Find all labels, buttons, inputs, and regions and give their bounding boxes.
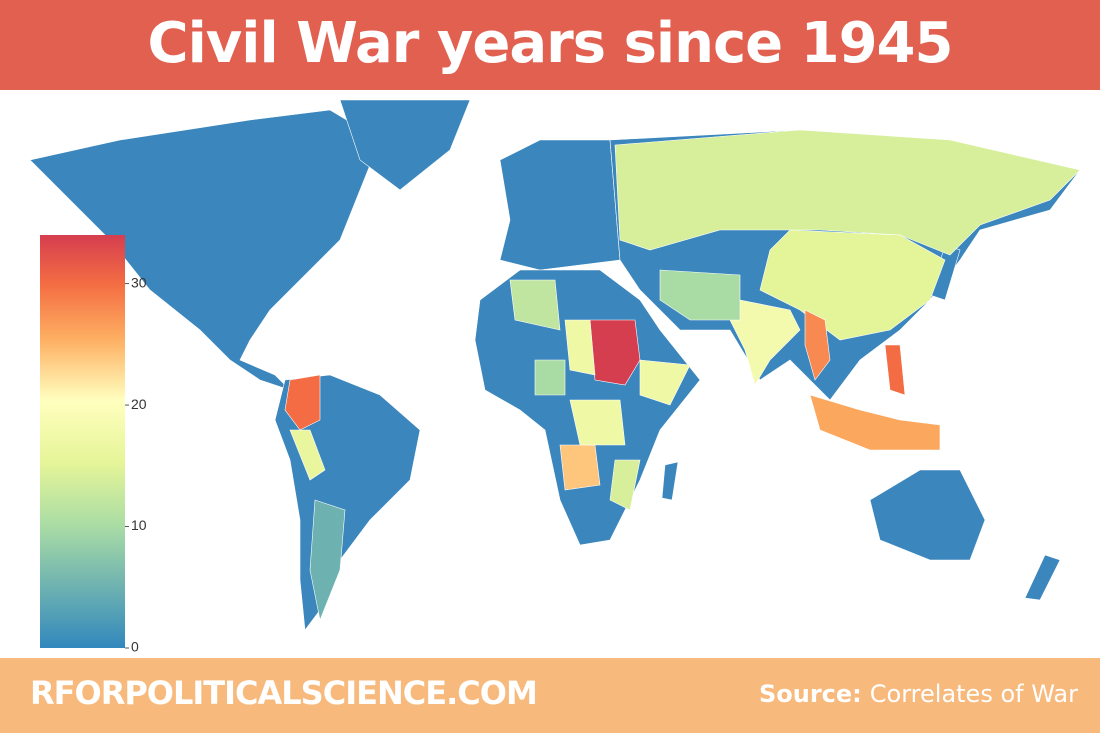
landmass [661,461,679,501]
country [564,319,596,376]
country [884,344,906,396]
source-label: Source: [758,680,862,708]
site-name: RFORPOLITICALSCIENCE.COM [30,674,538,712]
source: Source: Correlates of War [759,680,1078,708]
country [569,399,626,446]
country [509,279,561,331]
landmass [869,469,986,561]
colorbar [40,235,125,648]
country [659,269,741,321]
landmass [499,139,621,271]
title: Civil War years since 1945 [0,0,1100,90]
footer: RFORPOLITICALSCIENCE.COM Source: Correlat… [0,658,1100,733]
landmass [1024,554,1061,601]
country [639,359,691,406]
country [284,374,321,431]
country [559,444,601,491]
colorbar-tick-label: 20 [131,396,147,412]
country [729,299,801,386]
country [809,394,941,451]
country [534,359,566,396]
source-text: Correlates of War [869,680,1078,708]
country [289,429,326,481]
country [309,499,346,622]
colorbar-tick-label: 10 [131,517,147,533]
colorbar-tick-label: 0 [131,639,139,655]
landmass [339,99,471,191]
colorbar-tick-label: 30 [131,274,147,290]
country [609,459,641,511]
landmass [29,109,381,391]
country [614,129,1081,256]
country [804,309,831,381]
